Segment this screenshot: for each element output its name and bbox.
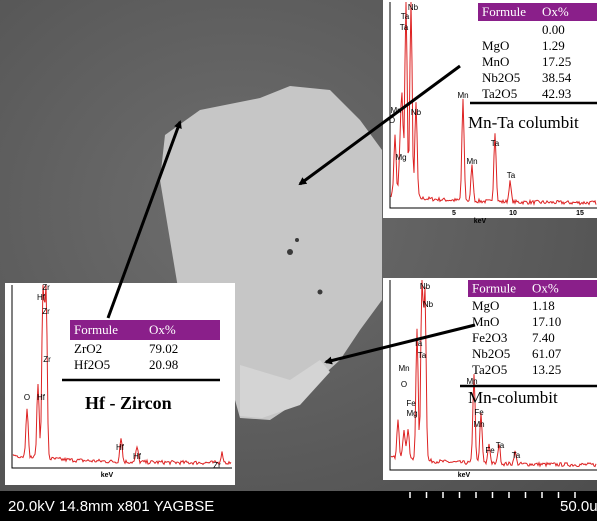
peak-label: Nb (420, 282, 431, 291)
peak-label: Zr (42, 307, 50, 316)
inset-title: Mn-Ta columbit (468, 113, 579, 132)
peak-label: Nb (408, 3, 419, 12)
peak-label: Fe (474, 408, 484, 417)
peak-label: Mn (473, 420, 484, 429)
table-cell: Nb2O5 (472, 346, 510, 361)
peak-label: Ta (512, 451, 521, 460)
table-cell: 1.29 (542, 38, 565, 53)
peak-label: Mn (466, 377, 477, 386)
axis-label: keV (101, 472, 114, 479)
peak-label: Ta (496, 441, 505, 450)
peak-label: Ta (400, 23, 409, 32)
table-cell: Hf2O5 (74, 357, 110, 372)
table-cell: Nb2O5 (482, 70, 520, 85)
peak-label: Mg (406, 409, 417, 418)
table-cell: MnO (472, 314, 499, 329)
peak-label: O (24, 393, 30, 402)
table-header: Formule (482, 4, 526, 19)
peak-label: Nb (423, 300, 434, 309)
peak-label: O (401, 380, 407, 389)
table-cell: 1.18 (532, 298, 555, 313)
peak-label: Hf (37, 293, 46, 302)
inset-background (5, 283, 235, 485)
peak-label: Ta (401, 12, 410, 21)
footer-right: 50.0um (560, 498, 597, 515)
inset-title: Hf - Zircon (85, 393, 172, 413)
peak-label: Ta (418, 351, 427, 360)
eds-inset: Formule Ox% ZrO2 79.02 Hf2O5 20.98 Hf - Zircon… (5, 283, 235, 485)
table-cell: MgO (482, 38, 509, 53)
table-cell: 20.98 (149, 357, 178, 372)
peak-label: Ta (491, 139, 500, 148)
peak-label: Mg (395, 153, 406, 162)
table-cell: 17.25 (542, 54, 571, 69)
table-cell: ZrO2 (74, 341, 102, 356)
peak-label: Zr (43, 355, 51, 364)
peak-label: Fe (485, 446, 495, 455)
peak-label: Mn (466, 157, 477, 166)
inset-title: Mn-columbit (468, 388, 558, 407)
table-cell: Fe2O3 (472, 330, 507, 345)
eds-inset: Formule Ox% 0.00 MgO 1.29 MnO 17.25 Nb2O5 38.54 T… (383, 0, 597, 225)
table-cell: 38.54 (542, 70, 572, 85)
table-cell: MgO (472, 298, 499, 313)
table-cell: 61.07 (532, 346, 562, 361)
table-header: Ox% (149, 322, 176, 337)
axis-label: 5 (452, 210, 456, 217)
table-cell: Ta2O5 (472, 362, 507, 377)
peak-label: Fe (406, 399, 416, 408)
table-header: Formule (74, 322, 118, 337)
peak-label: Zr (213, 461, 221, 470)
table-cell: 0.00 (542, 22, 565, 37)
peak-label: Ta (507, 171, 516, 180)
footer-left: 20.0kV 14.8mm x801 YAGBSE (8, 498, 214, 515)
peak-label: Hf (116, 443, 125, 452)
table-cell: 42.93 (542, 86, 571, 101)
axis-label: keV (474, 218, 487, 225)
peak-label: Hf (37, 393, 46, 402)
peak-label: Zr (42, 283, 50, 292)
axis-label: keV (458, 472, 471, 479)
table-cell: 13.25 (532, 362, 561, 377)
pore (295, 238, 299, 242)
table-cell: MnO (482, 54, 509, 69)
peak-label: Hf (133, 452, 142, 461)
pore (318, 290, 323, 295)
peak-label: Mn (398, 364, 409, 373)
axis-label: 15 (576, 210, 584, 217)
axis-label: 10 (509, 210, 517, 217)
peak-label: Mn (457, 91, 468, 100)
table-header: Ox% (542, 4, 569, 19)
table-cell: 17.10 (532, 314, 561, 329)
table-header: Ox% (532, 280, 559, 295)
peak-label: Nb (411, 108, 422, 117)
table-cell: 79.02 (149, 341, 178, 356)
table-cell: Ta2O5 (482, 86, 517, 101)
table-header: Formule (472, 280, 516, 295)
table-cell: 7.40 (532, 330, 555, 345)
figure: FormuleOx%0.00MgO1.29MnO17.25Nb2O538.54T… (0, 0, 597, 521)
pore (287, 249, 293, 255)
